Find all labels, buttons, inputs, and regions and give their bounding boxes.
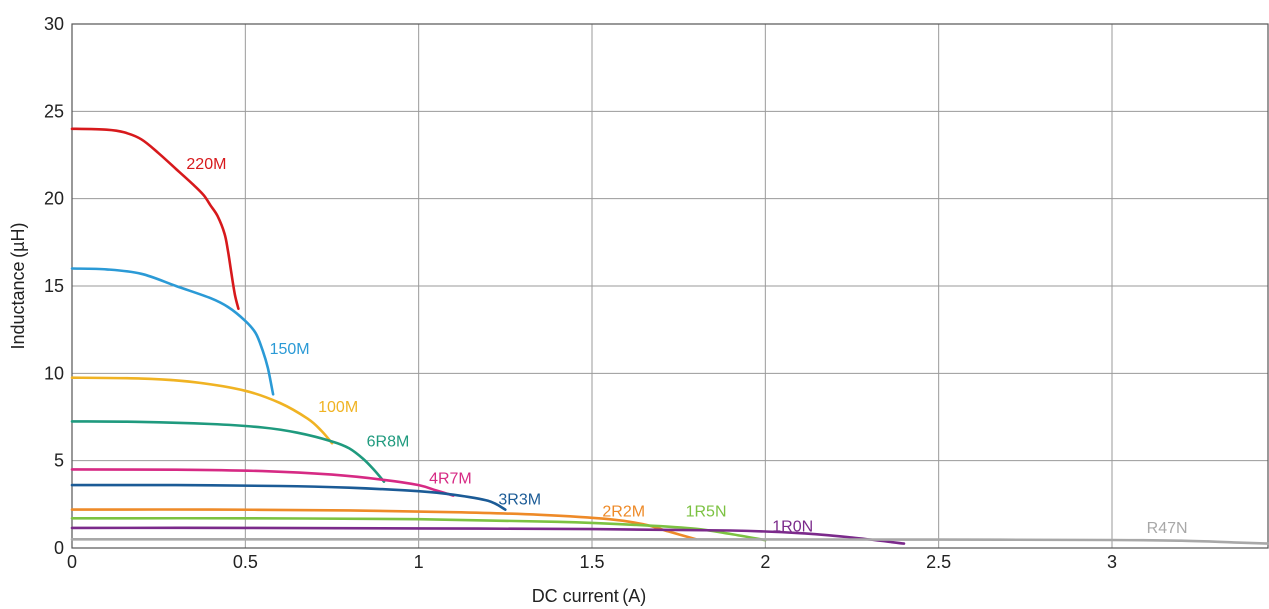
x-tick-label: 2.5 <box>926 552 951 572</box>
series-label-1r5n: 1R5N <box>686 504 727 521</box>
series-line-150m <box>70 267 275 396</box>
series-line-r47n <box>70 537 1269 545</box>
y-tick-label: 30 <box>44 14 64 34</box>
series-label-layer: 220M 150M 100M 6R8M 4R7M 3R3M 2R2M 1R5N 1R0N R47N <box>186 156 1187 537</box>
y-tick-label: 10 <box>44 363 64 383</box>
x-tick-label: 1.5 <box>579 552 604 572</box>
series-label-r47n: R47N <box>1147 520 1188 537</box>
series-line-100m <box>70 376 334 445</box>
y-tick-label: 25 <box>44 101 64 121</box>
y-tick-label: 20 <box>44 189 64 209</box>
x-tick-label: 2 <box>760 552 770 572</box>
y-tick-label: 0 <box>54 538 64 558</box>
x-axis-title: DC current (A) <box>532 586 647 606</box>
series-label-4r7m: 4R7M <box>429 470 472 487</box>
series-label-2r2m: 2R2M <box>602 504 645 521</box>
series-label-150m: 150M <box>270 341 310 358</box>
series-line-220m <box>70 127 240 310</box>
series-line-6r8m <box>70 420 386 483</box>
series-label-100m: 100M <box>318 399 358 416</box>
curve-layer <box>70 127 1269 545</box>
y-axis-title: Inductance (µH) <box>8 222 28 349</box>
x-tick-label: 0.5 <box>233 552 258 572</box>
y-tick-label: 5 <box>54 451 64 471</box>
x-tick-label: 0 <box>67 552 77 572</box>
series-label-6r8m: 6R8M <box>367 434 410 451</box>
series-line-4r7m <box>70 468 455 497</box>
plot-frame <box>71 23 1269 549</box>
x-tick-label: 1 <box>414 552 424 572</box>
series-line-1r0n <box>70 526 906 545</box>
grid-layer <box>72 24 1268 548</box>
series-label-3r3m: 3R3M <box>498 491 541 508</box>
x-tick-label: 3 <box>1107 552 1117 572</box>
series-label-220m: 220M <box>186 156 226 173</box>
series-line-3r3m <box>70 483 507 511</box>
y-tick-label: 15 <box>44 276 64 296</box>
series-label-1r0n: 1R0N <box>772 518 813 535</box>
